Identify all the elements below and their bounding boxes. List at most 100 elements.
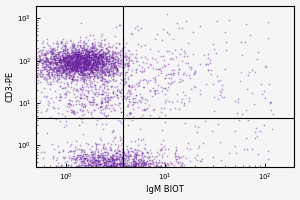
Point: [103, 161, 107, 164]
Point: [68, 56, 72, 59]
Point: [95, 159, 100, 162]
Point: [60, 69, 65, 72]
Point: [27, 69, 32, 72]
Point: [74, 57, 79, 60]
Point: [64, 74, 69, 77]
Point: [85, 60, 90, 63]
Point: [129, 172, 134, 175]
Point: [99, 67, 104, 71]
Point: [81, 73, 86, 76]
Point: [42, 45, 47, 48]
Point: [120, 169, 125, 172]
Point: [92, 49, 97, 52]
Point: [58, 58, 63, 62]
Point: [57, 58, 62, 62]
Point: [65, 47, 70, 50]
Point: [75, 50, 80, 53]
Point: [74, 165, 79, 168]
Point: [120, 164, 125, 167]
Point: [258, 83, 263, 86]
Point: [99, 47, 103, 50]
Point: [96, 171, 101, 175]
Point: [71, 68, 76, 71]
Point: [67, 72, 71, 76]
Point: [117, 149, 122, 152]
Point: [218, 91, 223, 94]
Point: [173, 151, 178, 154]
Point: [48, 55, 53, 58]
Point: [107, 170, 112, 173]
Point: [29, 71, 34, 74]
Point: [74, 170, 78, 173]
Point: [97, 166, 102, 169]
Point: [96, 65, 101, 68]
Point: [118, 138, 122, 141]
Point: [105, 63, 110, 66]
Point: [45, 71, 50, 75]
Point: [73, 48, 78, 51]
Point: [52, 55, 57, 58]
Point: [148, 151, 153, 154]
Point: [73, 157, 78, 160]
Point: [166, 183, 170, 186]
Point: [49, 47, 54, 51]
Point: [255, 135, 260, 138]
Point: [95, 163, 100, 166]
Point: [113, 66, 118, 69]
Point: [152, 188, 156, 191]
Point: [74, 57, 79, 60]
Point: [163, 64, 168, 68]
Point: [116, 97, 120, 100]
Point: [52, 56, 56, 59]
Point: [141, 160, 146, 163]
Point: [68, 64, 73, 67]
Point: [89, 54, 94, 58]
Point: [195, 154, 200, 157]
Point: [187, 96, 191, 100]
Point: [93, 59, 98, 62]
Point: [49, 73, 54, 76]
Point: [74, 78, 79, 81]
Point: [78, 76, 83, 80]
Point: [78, 92, 82, 95]
Point: [116, 182, 121, 185]
Point: [34, 56, 39, 59]
Point: [57, 65, 62, 68]
Point: [64, 72, 69, 76]
Point: [158, 166, 163, 169]
Point: [28, 68, 33, 71]
Point: [74, 59, 79, 63]
Point: [92, 49, 97, 52]
Point: [96, 57, 100, 60]
Point: [148, 149, 153, 152]
Point: [134, 56, 139, 59]
Point: [124, 171, 129, 174]
Point: [51, 60, 56, 63]
Point: [72, 57, 76, 60]
Point: [51, 41, 56, 44]
Point: [74, 52, 78, 56]
Point: [125, 170, 130, 173]
Point: [75, 67, 80, 71]
Point: [134, 70, 139, 73]
Point: [89, 56, 94, 59]
Point: [103, 59, 108, 62]
Point: [137, 63, 142, 67]
Point: [44, 72, 49, 75]
Point: [195, 147, 200, 150]
Point: [139, 116, 143, 119]
Point: [64, 66, 69, 69]
Point: [74, 56, 78, 59]
Point: [137, 172, 142, 176]
Point: [45, 74, 50, 77]
Point: [134, 160, 139, 164]
Point: [121, 83, 126, 87]
Point: [105, 59, 110, 62]
Point: [186, 142, 190, 145]
Point: [133, 53, 138, 56]
Point: [49, 97, 54, 100]
Point: [106, 71, 111, 74]
Point: [75, 61, 80, 64]
Point: [114, 154, 119, 157]
Point: [81, 159, 86, 163]
